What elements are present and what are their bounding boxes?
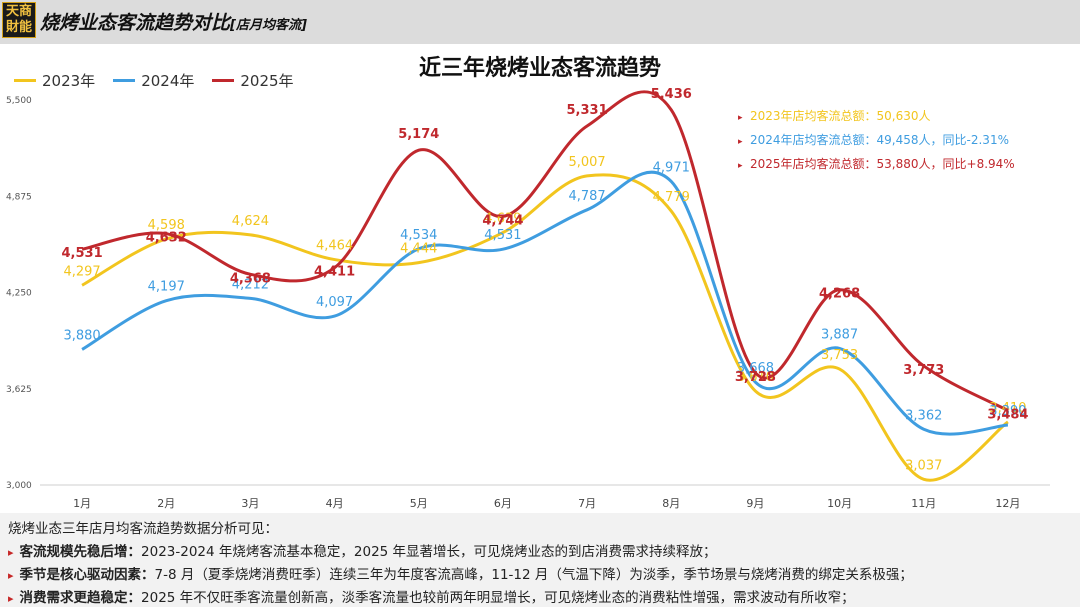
data-label: 5,174 — [398, 127, 439, 142]
series-line-2023年 — [81, 173, 1009, 482]
chart-legend: 2023年 2024年 2025年 — [14, 70, 294, 91]
bullet-head: 消费需求更趋稳定： — [19, 590, 142, 606]
y-tick-label: 3,625 — [6, 385, 32, 395]
x-tick-label: 8月 — [662, 497, 680, 510]
x-tick-label: 6月 — [494, 497, 512, 510]
legend-label-2025: 2025年 — [240, 72, 294, 90]
x-tick-label: 4月 — [326, 497, 344, 510]
data-label: 3,610 — [737, 370, 774, 385]
legend-item-2023: 2023年 — [14, 70, 95, 91]
data-label: 4,212 — [232, 277, 269, 292]
data-label: 3,390 — [989, 404, 1026, 419]
data-label: 4,779 — [653, 190, 690, 205]
bullet-text: 2025 年不仅旺季客流量创新高，淡季客流量也较前两年明显增长，可见烧烤业态的消… — [141, 590, 855, 606]
bullet-text: 2023-2024 年烧烤客流基本稳定，2025 年显著增长，可见烧烤业态的到店… — [141, 544, 717, 560]
data-label: 4,197 — [148, 280, 185, 295]
bullet-head: 客流规模先稳后增： — [19, 544, 142, 560]
y-tick-label: 4,875 — [6, 192, 32, 202]
data-label: 5,436 — [651, 87, 692, 102]
bullet-icon: ▸ — [8, 546, 14, 559]
data-label: 4,531 — [62, 246, 103, 261]
data-label: 5,331 — [567, 103, 608, 118]
legend-label-2024: 2024年 — [141, 72, 195, 90]
data-label: 3,668 — [737, 361, 774, 376]
data-label: 4,097 — [316, 295, 353, 310]
data-label: 3,484 — [987, 407, 1028, 422]
legend-label-2023: 2023年 — [42, 72, 96, 90]
data-label: 5,007 — [568, 155, 605, 170]
data-label: 4,632 — [146, 231, 187, 246]
data-label: 4,531 — [484, 228, 521, 243]
series-line-2025年 — [81, 90, 1009, 412]
data-label: 4,464 — [316, 239, 353, 254]
legend-item-2024: 2024年 — [113, 70, 194, 91]
chart-annotation: 2024年店均客流总额：49,458人，同比-2.31% — [750, 132, 1009, 147]
x-tick-label: 5月 — [410, 497, 428, 510]
x-tick-label: 9月 — [746, 497, 764, 510]
annotation-bullet-icon: ▸ — [738, 113, 743, 123]
data-label: 3,773 — [903, 363, 944, 378]
x-tick-label: 10月 — [827, 497, 852, 510]
bullet-icon: ▸ — [8, 592, 14, 605]
data-label: 3,753 — [821, 348, 858, 363]
data-label: 4,639 — [484, 212, 521, 227]
bullet-text: 7-8 月（夏季烧烤消费旺季）连续三年为年度客流高峰，11-12 月（气温下降）… — [154, 567, 913, 583]
data-label: 4,411 — [314, 265, 355, 280]
data-label: 4,971 — [653, 160, 690, 175]
summary-bullet: ▸ 客流规模先稳后增：2023-2024 年烧烤客流基本稳定，2025 年显著增长… — [8, 540, 717, 560]
annotation-bullet-icon: ▸ — [738, 161, 743, 171]
data-label: 4,624 — [232, 214, 269, 229]
data-label: 4,598 — [148, 218, 185, 233]
y-tick-label: 3,000 — [6, 481, 32, 491]
annotation-bullet-icon: ▸ — [738, 137, 743, 147]
page-title: 烧烤业态客流趋势对比[店月均客流] — [40, 8, 307, 35]
data-label: 4,444 — [400, 242, 437, 257]
page-subtitle: [店月均客流] — [230, 18, 307, 33]
data-label: 3,880 — [63, 328, 100, 343]
summary-panel: 烧烤业态三年店月均客流趋势数据分析可见： ▸ 客流规模先稳后增：2023-2024… — [0, 513, 1080, 607]
data-label: 4,787 — [568, 189, 605, 204]
y-tick-label: 4,250 — [6, 289, 32, 299]
bullet-icon: ▸ — [8, 569, 14, 582]
chart-annotation: 2023年店均客流总额：50,630人 — [750, 108, 931, 123]
data-label: 4,268 — [819, 287, 860, 302]
data-label: 3,887 — [821, 327, 858, 342]
legend-swatch-2025 — [212, 79, 235, 82]
x-tick-label: 3月 — [241, 497, 259, 510]
chart-title: 近三年烧烤业态客流趋势 — [418, 56, 661, 81]
brand-logo: 天商 財能 — [2, 2, 36, 38]
page-title-text: 烧烤业态客流趋势对比 — [40, 12, 231, 34]
x-tick-label: 11月 — [911, 497, 936, 510]
data-label: 3,410 — [989, 401, 1026, 416]
data-label: 4,297 — [63, 264, 100, 279]
chart-annotation: 2025年店均客流总额：53,880人，同比+8.94% — [750, 156, 1015, 171]
summary-bullet: ▸ 季节是核心驱动因素：7-8 月（夏季烧烤消费旺季）连续三年为年度客流高峰，11… — [8, 563, 913, 583]
data-label: 4,368 — [230, 271, 271, 286]
header-bar: 天商 財能 烧烤业态客流趋势对比[店月均客流] — [0, 0, 1080, 44]
data-label: 3,728 — [735, 370, 776, 385]
data-label: 4,744 — [482, 213, 523, 228]
x-tick-label: 12月 — [995, 497, 1020, 510]
data-label: 3,362 — [905, 408, 942, 423]
x-tick-label: 2月 — [157, 497, 175, 510]
y-tick-label: 5,500 — [6, 96, 32, 106]
data-label: 4,534 — [400, 228, 437, 243]
legend-swatch-2024 — [113, 79, 136, 82]
summary-intro: 烧烤业态三年店月均客流趋势数据分析可见： — [8, 521, 278, 537]
x-tick-label: 7月 — [578, 497, 596, 510]
summary-bullet: ▸ 消费需求更趋稳定：2025 年不仅旺季客流量创新高，淡季客流量也较前两年明显增… — [8, 586, 855, 606]
line-chart: 3,000 3,625 4,250 4,875 5,500 1月 2月 3月 4月 5月 6月 7月 8… — [6, 87, 1050, 510]
legend-item-2025: 2025年 — [212, 70, 294, 91]
data-label: 3,037 — [905, 458, 942, 473]
series-line-2024年 — [81, 170, 1009, 436]
x-tick-label: 1月 — [73, 497, 91, 510]
bullet-head: 季节是核心驱动因素： — [19, 567, 155, 583]
legend-swatch-2023 — [14, 79, 36, 82]
